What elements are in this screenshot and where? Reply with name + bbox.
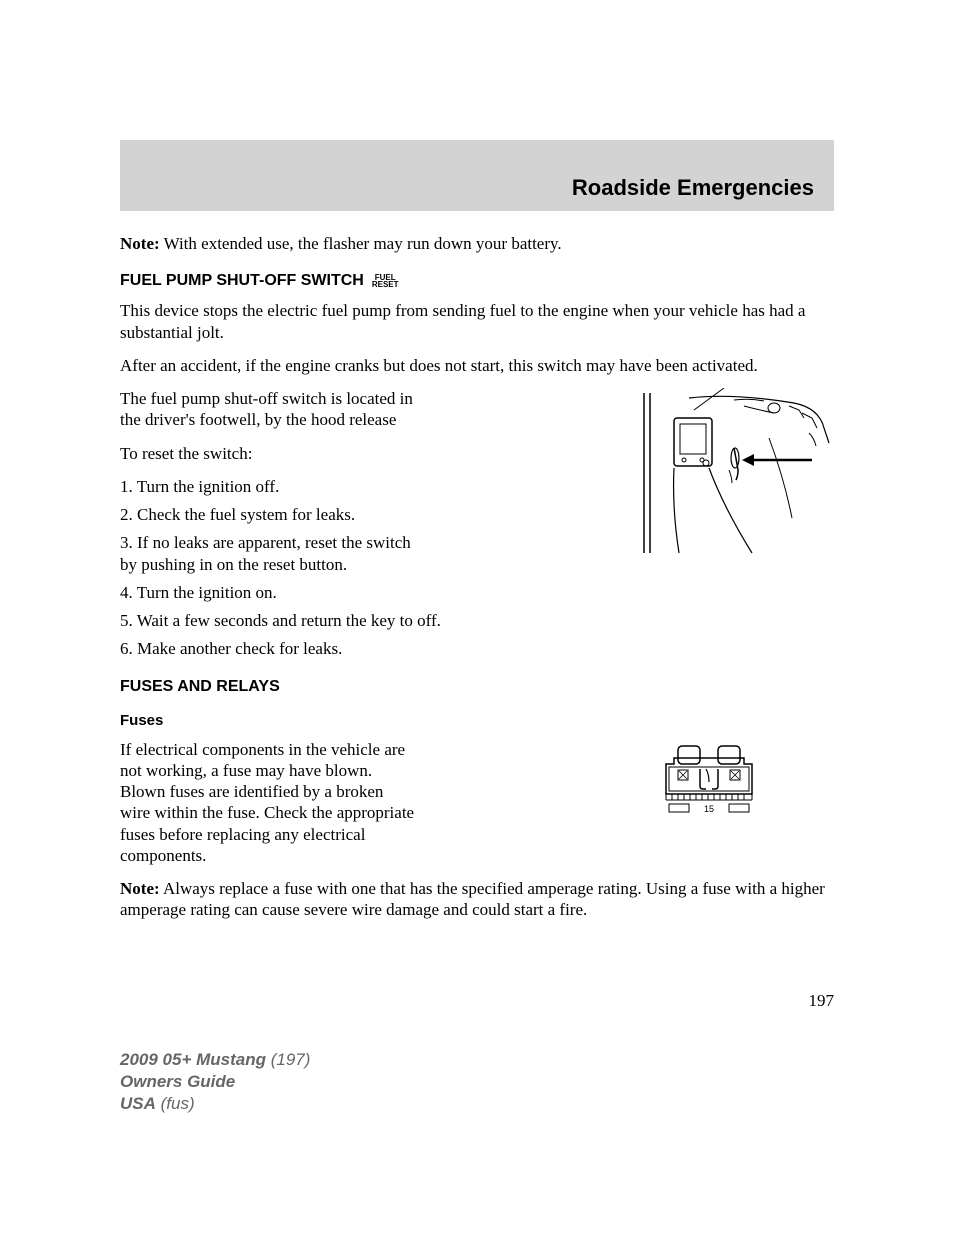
header-banner: Roadside Emergencies [120,140,834,211]
page-title: Roadside Emergencies [140,175,814,201]
fuses-para1: If electrical components in the vehicle … [120,739,415,867]
fuel-pump-heading: FUEL PUMP SHUT-OFF SWITCH FUEL RESET [120,272,834,290]
fuse-label-text: 15 [704,804,714,814]
fuel-step5: 5. Wait a few seconds and return the key… [120,610,834,631]
fuel-step2: 2. Check the fuel system for leaks. [120,504,415,525]
footer-model: 2009 05+ Mustang [120,1050,266,1069]
footer-page: (197) [266,1050,310,1069]
fuel-step4: 4. Turn the ignition on. [120,582,834,603]
fuel-para2: After an accident, if the engine cranks … [120,355,834,376]
fuel-para1: This device stops the electric fuel pump… [120,300,834,343]
footer-region: USA [120,1094,156,1113]
fuse-diagram: 15 [654,744,774,824]
fuel-reset-icon: FUEL RESET [372,274,399,288]
footer-guide: Owners Guide [120,1071,310,1093]
footwell-diagram [634,388,834,563]
fuel-para4: To reset the switch: [120,443,415,464]
note-flasher: Note: With extended use, the flasher may… [120,233,834,254]
fuel-para3: The fuel pump shut-off switch is located… [120,388,415,431]
note-text: With extended use, the flasher may run d… [160,234,562,253]
footer-fus: (fus) [156,1094,195,1113]
fuses-note-label: Note: [120,879,160,898]
fuel-step3: 3. If no leaks are apparent, reset the s… [120,532,415,575]
fuel-step1: 1. Turn the ignition off. [120,476,415,497]
note-label: Note: [120,234,160,253]
fuses-note: Note: Always replace a fuse with one tha… [120,878,834,921]
footer: 2009 05+ Mustang (197) Owners Guide USA … [120,1049,310,1115]
fuel-pump-heading-text: FUEL PUMP SHUT-OFF SWITCH [120,272,364,290]
page-number: 197 [120,991,834,1011]
fuses-sub-heading: Fuses [120,712,834,729]
fuses-relays-heading: FUSES AND RELAYS [120,678,834,696]
fuses-note-text: Always replace a fuse with one that has … [120,879,825,919]
fuel-icon-line2: RESET [372,280,399,289]
fuel-step6: 6. Make another check for leaks. [120,638,834,659]
